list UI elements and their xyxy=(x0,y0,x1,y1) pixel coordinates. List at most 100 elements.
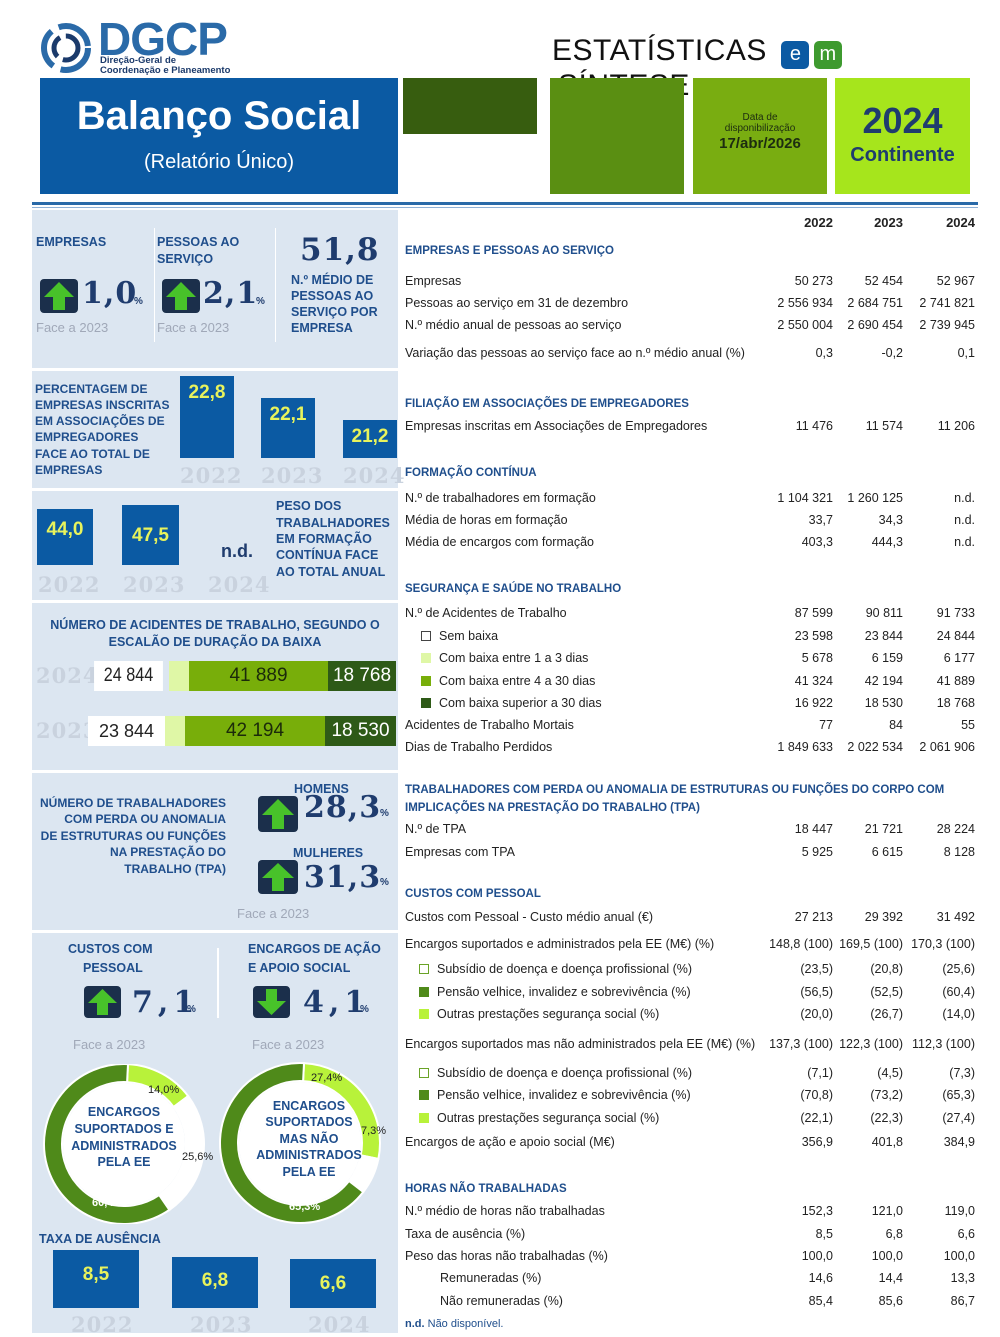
table-row: Subsídio de doença e doença profissional… xyxy=(405,962,975,980)
cell: 21 721 xyxy=(864,822,903,836)
cell: (52,5) xyxy=(870,985,903,999)
cell: 6,6 xyxy=(957,1227,975,1241)
assoc-year-2022: 2022 xyxy=(180,463,243,488)
legend-subsidio-icon xyxy=(419,964,429,974)
face-label: Face a 2023 xyxy=(252,1037,325,1052)
form-bar-2022: 44,0 xyxy=(37,509,93,565)
cell: 0,1 xyxy=(957,346,975,360)
row-label: N.º de Acidentes de Trabalho xyxy=(405,606,567,620)
acid-year-2024: 2024 xyxy=(36,663,99,688)
logo-name: DGCP xyxy=(98,13,228,65)
kpi-pessoas-label1: PESSOAS AO xyxy=(157,235,240,249)
up-arrow-icon xyxy=(162,279,200,313)
seg-sem-baixa: 24 844 xyxy=(94,661,163,691)
row-label: Empresas com TPA xyxy=(405,845,515,859)
year-block: 2024 Continente xyxy=(835,78,970,194)
table-row: Com baixa entre 4 a 30 dias 41 324 42 194 4… xyxy=(405,674,975,692)
header-divider xyxy=(32,202,978,205)
table-row: N.º médio de horas não trabalhadas 152,3 1… xyxy=(405,1204,975,1222)
cell: -0,2 xyxy=(881,346,903,360)
tpa-l5: TRABALHO (TPA) xyxy=(124,862,226,876)
divider xyxy=(154,228,155,342)
table-row: Encargos suportados mas não administrado… xyxy=(405,1037,975,1055)
assoc-l3: EM ASSOCIAÇÕES DE xyxy=(35,414,165,428)
pct-sign: % xyxy=(256,296,265,307)
cell: 6 177 xyxy=(943,651,975,665)
acid-title-1: NÚMERO DE ACIDENTES DE TRABALHO, SEGUNDO… xyxy=(50,618,380,632)
kpi-pessoas-value: 2,1 xyxy=(203,276,259,311)
legend-1-3-dias-icon xyxy=(421,653,431,663)
logo-sub1: Direção-Geral de xyxy=(100,55,177,66)
cell: 2 022 534 xyxy=(847,740,903,754)
deco-block-green xyxy=(550,78,684,194)
table-row: Pensão velhice, invalidez e sobrevivênci… xyxy=(405,985,975,1003)
row-label: Com baixa entre 1 a 3 dias xyxy=(439,651,589,665)
row-label: N.º de trabalhadores em formação xyxy=(405,491,596,505)
row-label: Com baixa entre 4 a 30 dias xyxy=(439,674,596,688)
cell: 8,5 xyxy=(815,1227,833,1241)
legend-pensao-icon xyxy=(419,987,429,997)
donut1-t1: ENCARGOS xyxy=(87,1105,161,1119)
form-year-2024: 2024 xyxy=(208,572,271,597)
legend-outras-icon xyxy=(419,1009,429,1019)
cell: 119,0 xyxy=(944,1204,975,1218)
m-badge: m xyxy=(813,41,842,69)
assoc-year-2024: 2024 xyxy=(343,463,406,488)
up-arrow-icon xyxy=(84,986,121,1018)
seg-1-3-dias xyxy=(169,661,189,691)
up-arrow-icon xyxy=(258,796,298,832)
row-label: Remuneradas (%) xyxy=(440,1271,542,1285)
cell: 91 733 xyxy=(936,606,975,620)
table-row: Acidentes de Trabalho Mortais 77 84 55 xyxy=(405,718,975,736)
cell: (65,3) xyxy=(942,1088,975,1102)
row-label: Acidentes de Trabalho Mortais xyxy=(405,718,574,732)
donut-slice-pensao xyxy=(219,1062,365,1224)
donut-slice-pensao xyxy=(43,1064,171,1224)
donut1-t2: SUPORTADOS E xyxy=(74,1122,174,1136)
cell: (73,2) xyxy=(870,1088,903,1102)
table-row: Custos com Pessoal - Custo médio anual (… xyxy=(405,910,975,928)
cell: 6,8 xyxy=(885,1227,903,1241)
donut1-label-outras: 14,0% xyxy=(148,1084,180,1096)
header-year: 2024 xyxy=(862,100,943,141)
row-label: Pensão velhice, invalidez e sobrevivênci… xyxy=(437,1088,691,1102)
cell: 403,3 xyxy=(801,535,833,549)
row-label: Encargos suportados mas não administrado… xyxy=(405,1037,756,1051)
cell: 137,3 (100) xyxy=(769,1037,833,1051)
cell: (7,3) xyxy=(949,1066,975,1080)
table-row: N.º médio anual de pessoas ao serviço 2 5… xyxy=(405,318,975,336)
section-horas: HORAS NÃO TRABALHADAS xyxy=(405,1183,567,1195)
ausencia-year-2023: 2023 xyxy=(190,1312,253,1337)
cell: (26,7) xyxy=(870,1007,903,1021)
ausencia-year-2024: 2024 xyxy=(308,1312,371,1337)
assoc-l5: FACE AO TOTAL DE xyxy=(35,447,150,461)
cell: 28 224 xyxy=(936,822,975,836)
face-label: Face a 2023 xyxy=(73,1037,146,1052)
custos-value: 7,1 xyxy=(132,985,200,1020)
footnote-abbr: n.d. xyxy=(405,1318,425,1330)
face-label: Face a 2023 xyxy=(36,320,109,335)
cell: 85,6 xyxy=(878,1294,903,1308)
row-label: Outras prestações segurança social (%) xyxy=(437,1007,660,1021)
cell: 24 844 xyxy=(936,629,975,643)
cell: 13,3 xyxy=(950,1271,975,1285)
row-label: Peso das horas não trabalhadas (%) xyxy=(405,1249,608,1263)
row-label: Com baixa superior a 30 dias xyxy=(439,696,602,710)
cell: 18 530 xyxy=(864,696,903,710)
cell: (20,8) xyxy=(870,962,903,976)
page-title: Balanço Social xyxy=(76,94,362,138)
cell: 121,0 xyxy=(871,1204,903,1218)
assoc-l2: EMPRESAS INSCRITAS xyxy=(35,398,170,412)
cell: 2 061 906 xyxy=(919,740,975,754)
logo: DGCP Direção-Geral de Coordenação e Plan… xyxy=(40,13,240,78)
section-empresas: EMPRESAS E PESSOAS AO SERVIÇO xyxy=(405,245,614,257)
cell: 0,3 xyxy=(815,346,833,360)
row-label: Encargos de ação e apoio social (M€) xyxy=(405,1135,615,1149)
row-label: Média de horas em formação xyxy=(405,513,568,527)
cell: 5 678 xyxy=(801,651,833,665)
form-year-2022: 2022 xyxy=(38,572,101,597)
donut1-label-pensao: 60,4% xyxy=(92,1197,124,1209)
cell: 122,3 (100) xyxy=(839,1037,903,1051)
custos-l1: CUSTOS COM xyxy=(68,942,153,956)
donut2-label-pensao: 65,3% xyxy=(289,1201,321,1213)
